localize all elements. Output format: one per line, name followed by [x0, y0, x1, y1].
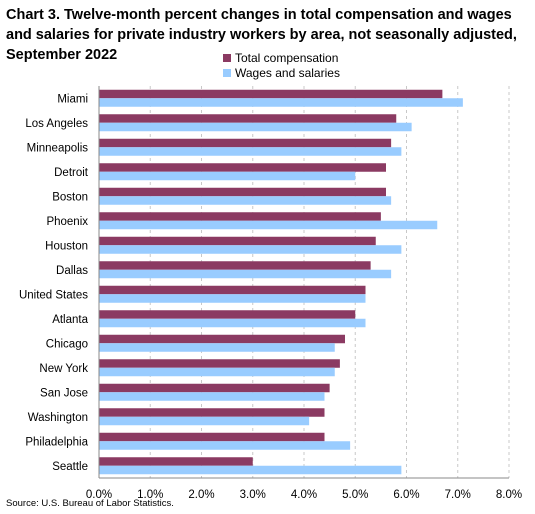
legend-item-wages: Wages and salaries	[223, 65, 340, 80]
bar-total-compensation	[99, 89, 443, 99]
bar-total-compensation	[99, 163, 386, 172]
x-tick-label: 1.0%	[137, 489, 163, 501]
bar-total-compensation	[99, 383, 330, 393]
x-tick-label: 5.0%	[342, 489, 368, 501]
x-tick-label: 4.0%	[291, 489, 317, 501]
bar-wages-salaries	[99, 367, 335, 377]
bar-wages-salaries	[99, 220, 438, 230]
bar-wages-salaries	[99, 245, 402, 254]
x-tick-label: 7.0%	[445, 489, 471, 501]
category-label: Minneapolis	[27, 142, 89, 154]
bar-total-compensation	[99, 432, 325, 442]
x-tick-label: 8.0%	[496, 489, 522, 501]
bar-wages-salaries	[99, 147, 402, 156]
x-tick-label: 0.0%	[86, 489, 112, 501]
legend: Total compensation Wages and salaries	[223, 50, 340, 80]
category-label: Phoenix	[46, 216, 88, 228]
x-tick-label: 6.0%	[393, 489, 419, 501]
bar-wages-salaries	[99, 343, 335, 352]
x-tick-label: 3.0%	[240, 489, 266, 501]
category-label: Houston	[45, 240, 88, 252]
bar-total-compensation	[99, 138, 392, 148]
bar-total-compensation	[99, 408, 325, 417]
category-label: Chicago	[46, 338, 88, 350]
bar-total-compensation	[99, 261, 371, 270]
legend-swatch-wages	[223, 68, 231, 77]
category-label: Los Angeles	[25, 118, 88, 130]
source-note: Source: U.S. Bureau of Labor Statistics.	[6, 498, 174, 509]
bar-wages-salaries	[99, 318, 366, 328]
category-label: Dallas	[56, 265, 88, 277]
category-label: Detroit	[54, 167, 89, 179]
category-label: Miami	[57, 93, 88, 105]
category-label: New York	[39, 363, 88, 375]
bar-total-compensation	[99, 114, 397, 123]
bar-total-compensation	[99, 359, 340, 368]
legend-label-total: Total compensation	[235, 50, 339, 65]
legend-item-total: Total compensation	[223, 50, 340, 65]
bar-wages-salaries	[99, 392, 325, 401]
bar-total-compensation	[99, 236, 376, 246]
bar-wages-salaries	[99, 269, 392, 279]
bar-wages-salaries	[99, 171, 356, 181]
bar-total-compensation	[99, 457, 253, 466]
bar-total-compensation	[99, 334, 345, 344]
bar-wages-salaries	[99, 465, 402, 475]
category-label: United States	[19, 289, 88, 301]
bar-wages-salaries	[99, 196, 392, 205]
chart-title: Chart 3. Twelve-month percent changes in…	[6, 7, 517, 63]
bar-total-compensation	[99, 285, 366, 295]
bar-total-compensation	[99, 187, 386, 197]
category-label: San Jose	[40, 387, 88, 399]
bar-wages-salaries	[99, 416, 310, 426]
category-label: Seattle	[52, 461, 88, 473]
bar-wages-salaries	[99, 98, 463, 107]
category-label: Boston	[52, 191, 88, 203]
category-label: Atlanta	[52, 314, 88, 326]
bar-total-compensation	[99, 212, 381, 221]
legend-swatch-total	[223, 53, 231, 62]
bar-wages-salaries	[99, 122, 412, 132]
legend-label-wages: Wages and salaries	[235, 65, 340, 80]
bar-wages-salaries	[99, 294, 366, 303]
category-label: Philadelphia	[25, 436, 88, 448]
bar-total-compensation	[99, 310, 356, 319]
x-tick-label: 2.0%	[188, 489, 214, 501]
category-label: Washington	[28, 412, 88, 424]
bar-wages-salaries	[99, 441, 351, 450]
